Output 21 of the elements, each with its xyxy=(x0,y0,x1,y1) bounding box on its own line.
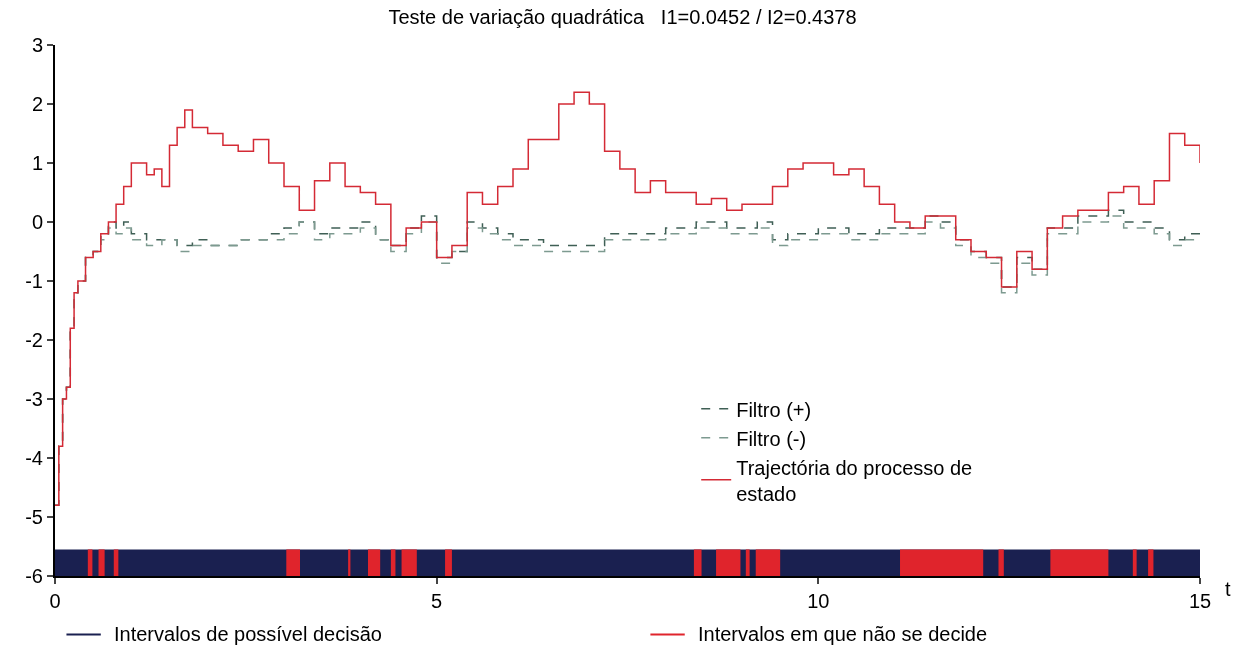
y-tick-label: -5 xyxy=(25,506,43,528)
y-tick-label: 3 xyxy=(31,34,43,56)
legend-label: Filtro (+) xyxy=(736,398,812,421)
x-axis-title: t xyxy=(1225,578,1231,600)
legend-label: Intervalos de possível decisão xyxy=(114,623,382,645)
x-tick-label: 0 xyxy=(49,590,61,612)
x-tick-label: 5 xyxy=(431,590,443,612)
y-tick-label: -2 xyxy=(25,329,43,351)
y-tick-label: -1 xyxy=(25,270,43,292)
legend-label: Trajectória do processo de estado xyxy=(736,456,973,505)
x-tick-label: 15 xyxy=(1188,590,1212,612)
legend-label: Filtro (-) xyxy=(736,427,807,450)
chart-title: Teste de variação quadrática I1=0.0452 / I2=0.4378 xyxy=(388,5,857,28)
y-tick-label: -4 xyxy=(25,447,43,469)
y-tick-label: -3 xyxy=(25,388,43,410)
y-tick-label: 1 xyxy=(31,152,43,174)
y-tick-label: -6 xyxy=(25,565,43,587)
x-tick-label: 10 xyxy=(807,590,830,612)
y-tick-label: 0 xyxy=(31,211,43,233)
y-tick-label: 2 xyxy=(31,93,43,115)
legend-label: Intervalos em que não se decide xyxy=(698,623,988,645)
